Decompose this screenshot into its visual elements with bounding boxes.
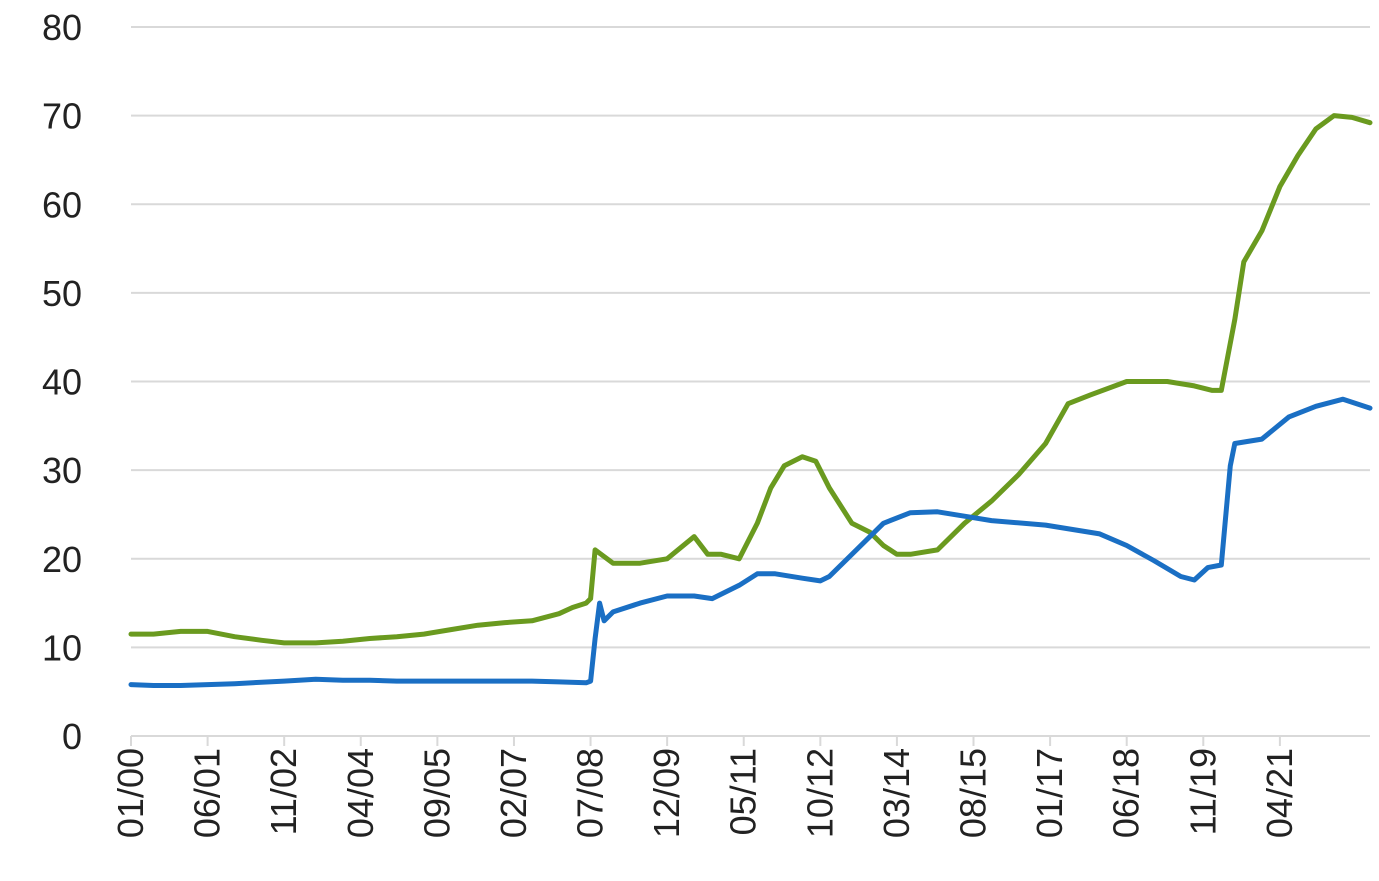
- x-tick-label-12-09: 12/09: [646, 748, 687, 838]
- x-tick-label-11-19: 11/19: [1182, 748, 1223, 835]
- x-tick-label-11-02: 11/02: [263, 748, 304, 835]
- x-tick-label-10-12: 10/12: [799, 748, 840, 838]
- x-tick-label-09-05: 09/05: [416, 748, 457, 838]
- x-tick-label-04-21: 04/21: [1259, 748, 1300, 838]
- series-lines: [128, 113, 1373, 688]
- y-tick-label-50: 50: [42, 273, 82, 314]
- gridlines: [131, 26, 1370, 649]
- y-tick-label-20: 20: [42, 539, 82, 580]
- y-tick-label-60: 60: [42, 184, 82, 225]
- x-tick-label-02-07: 02/07: [493, 748, 534, 838]
- x-tick-label-06-18: 06/18: [1106, 748, 1147, 838]
- y-tick-label-0: 0: [62, 716, 82, 757]
- y-axis-tick-labels: 0 10 20 30 40 50 60 70 80: [42, 7, 82, 757]
- x-tick-label-07-08: 07/08: [570, 748, 611, 838]
- y-tick-label-10: 10: [42, 627, 82, 668]
- x-tick-label-01-17: 01/17: [1029, 748, 1070, 838]
- x-tick-label-08-15: 08/15: [953, 748, 994, 838]
- series-line-2: [128, 396, 1373, 688]
- y-tick-label-30: 30: [42, 450, 82, 491]
- y-tick-label-40: 40: [42, 362, 82, 403]
- x-tick-label-03-14: 03/14: [876, 748, 917, 838]
- x-axis: 01/00 06/01 11/02 04/04 09/05 02/07 07/08 12/09…: [110, 735, 1370, 838]
- y-tick-label-70: 70: [42, 96, 82, 137]
- x-tick-label-04-04: 04/04: [340, 748, 381, 838]
- x-tick-label-01-00: 01/00: [110, 748, 151, 838]
- y-tick-label-80: 80: [42, 7, 82, 48]
- x-tick-label-05-11: 05/11: [723, 748, 764, 835]
- x-tick-label-06-01: 06/01: [187, 748, 228, 838]
- series-line-1: [128, 113, 1373, 646]
